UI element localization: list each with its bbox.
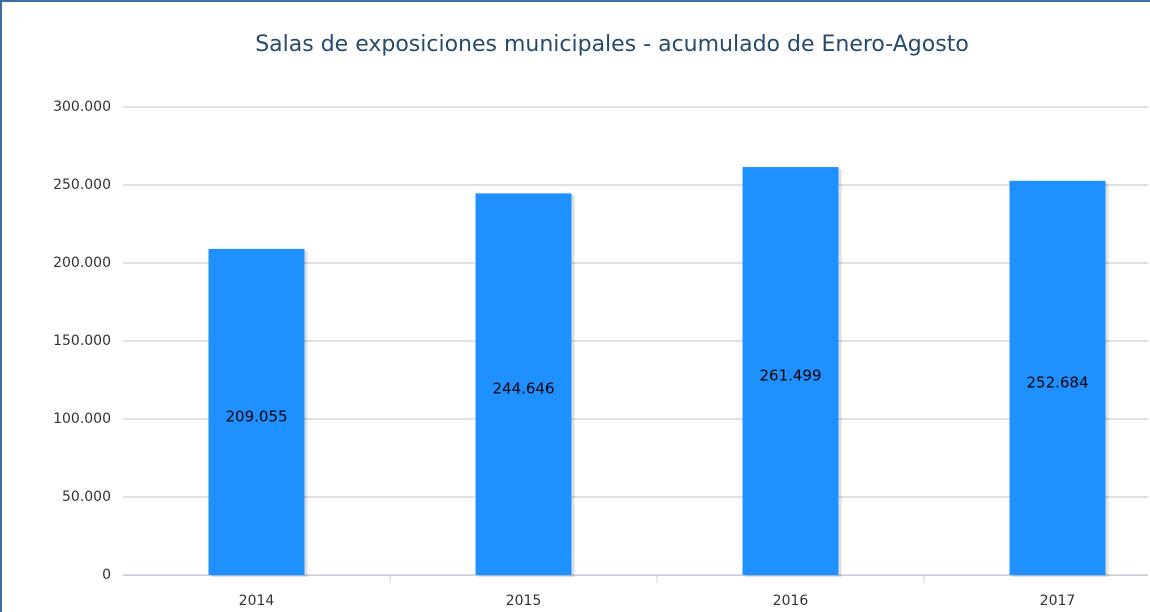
bar [1009, 180, 1106, 575]
bar [742, 167, 839, 575]
value-label: 261.499 [759, 367, 821, 385]
y-tick-label: 300.000 [53, 99, 111, 115]
value-label: 244.646 [492, 380, 554, 398]
y-tick-label: 250.000 [53, 177, 111, 193]
chart-title: Salas de exposiciones municipales - acum… [255, 32, 969, 57]
bar [208, 248, 305, 575]
y-tick-label: 150.000 [53, 333, 111, 349]
bar [475, 193, 572, 575]
x-tick-label: 2016 [773, 593, 809, 609]
x-tick-label: 2017 [1040, 593, 1076, 609]
y-tick-label: 200.000 [53, 255, 111, 271]
x-tick-label: 2015 [506, 593, 542, 609]
value-label: 252.684 [1026, 373, 1088, 391]
y-tick-label: 100.000 [53, 411, 111, 427]
y-tick-label: 50.000 [62, 489, 111, 505]
value-label: 209.055 [225, 407, 287, 425]
x-tick-label: 2014 [239, 593, 275, 609]
y-tick-label: 0 [102, 567, 111, 583]
